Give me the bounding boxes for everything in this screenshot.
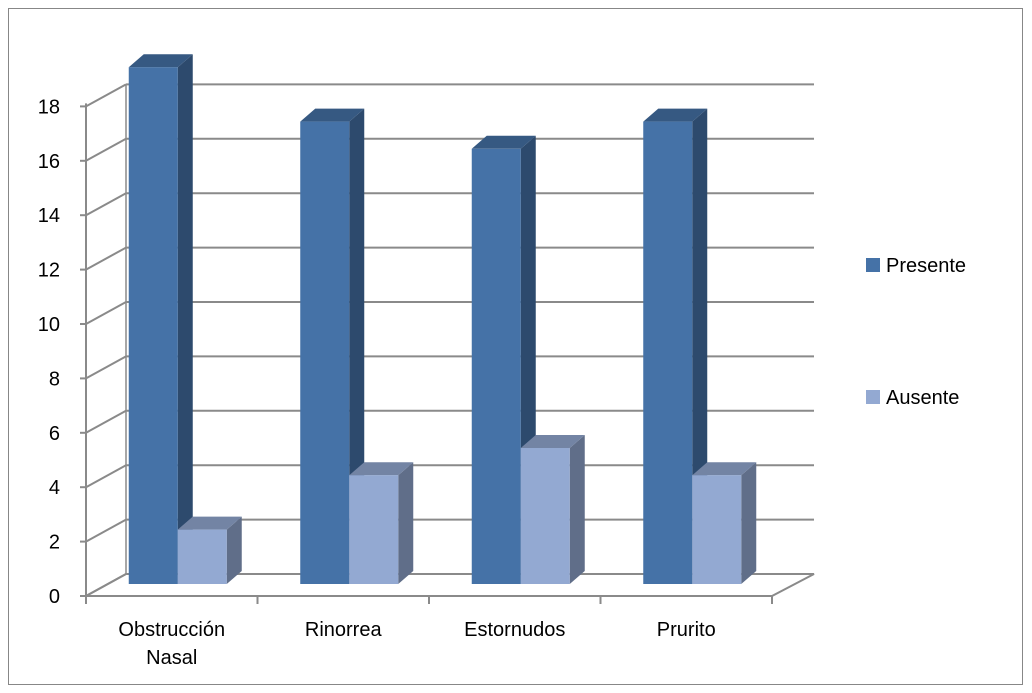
side-wall-line [85, 409, 127, 434]
side-wall-line [85, 518, 127, 543]
side-wall-line [85, 301, 127, 325]
bar-front-face [128, 67, 178, 584]
x-category-label: Estornudos [464, 619, 565, 641]
side-wall-line [85, 83, 127, 108]
bar-front-face [643, 121, 693, 584]
bar-top-face [128, 54, 193, 68]
bar-top-face [643, 108, 708, 122]
bar-presente-1 [300, 108, 365, 584]
bar-presente-3 [643, 108, 708, 584]
legend-swatch [866, 258, 880, 272]
y-tick-label: 18 [38, 96, 60, 118]
x-category-label: Rinorrea [305, 619, 383, 641]
y-tick-label: 14 [38, 205, 60, 227]
y-tick-label: 2 [49, 532, 60, 554]
legend-item-ausente: Ausente [866, 387, 959, 409]
bar-side-face [569, 435, 585, 584]
bar-top-face [692, 462, 757, 476]
legend-label: Presente [886, 255, 966, 277]
legend: Presente Ausente [866, 255, 966, 409]
bar-side-face [349, 108, 365, 584]
x-category-label: Prurito [657, 619, 716, 641]
bar-top-face [471, 135, 536, 149]
axes [80, 103, 815, 604]
bars [128, 54, 757, 585]
bar-front-face [349, 475, 399, 584]
y-tick-label: 8 [49, 368, 60, 390]
legend-item-presente: Presente [866, 255, 966, 277]
bar-front-face [520, 448, 570, 584]
bar-front-face [692, 475, 742, 584]
bar-ausente-2 [520, 435, 585, 584]
bar-side-face [177, 54, 193, 584]
bar-front-face [471, 148, 521, 585]
x-axis-category-labels: Obstrucción Nasal Rinorrea Estornudos Prurit… [118, 619, 715, 669]
bar-ausente-3 [692, 462, 757, 584]
y-tick-label: 6 [49, 423, 60, 445]
y-tick-label: 12 [38, 260, 60, 282]
y-tick-label: 10 [38, 314, 60, 336]
y-tick-label: 16 [38, 151, 60, 173]
x-category-label-line: Prurito [657, 619, 716, 641]
bar-top-face [349, 462, 414, 476]
x-category-label-line: Estornudos [464, 619, 565, 641]
bar-side-face [692, 108, 708, 584]
legend-swatch [866, 390, 880, 404]
legend-label: Ausente [886, 387, 959, 409]
bar-side-face [226, 516, 242, 584]
x-category-label: Obstrucción Nasal [118, 619, 225, 669]
side-wall-line [85, 246, 127, 271]
bar-front-face [300, 121, 350, 584]
y-tick-label: 0 [49, 586, 60, 608]
bar-top-face [300, 108, 365, 122]
bar-top-face [177, 516, 242, 530]
side-wall-line [85, 355, 127, 380]
x-category-label-line: Obstrucción [118, 619, 225, 641]
bar-side-face [398, 462, 414, 584]
floor-outline [85, 573, 815, 597]
y-axis-tick-labels: 0 2 4 6 8 10 12 14 16 18 [38, 96, 60, 608]
side-wall-line [85, 464, 127, 489]
y-tick-label: 4 [49, 477, 60, 499]
side-wall-line [85, 192, 127, 217]
bar-front-face [177, 529, 227, 584]
x-category-label-line: Rinorrea [305, 619, 383, 641]
bar-top-face [520, 435, 585, 448]
x-category-label-line: Nasal [146, 647, 197, 669]
bar-presente-0 [128, 54, 193, 584]
side-wall-line [85, 137, 127, 162]
bar-side-face [741, 462, 757, 584]
bar-ausente-1 [349, 462, 414, 584]
bar-ausente-0 [177, 516, 242, 584]
